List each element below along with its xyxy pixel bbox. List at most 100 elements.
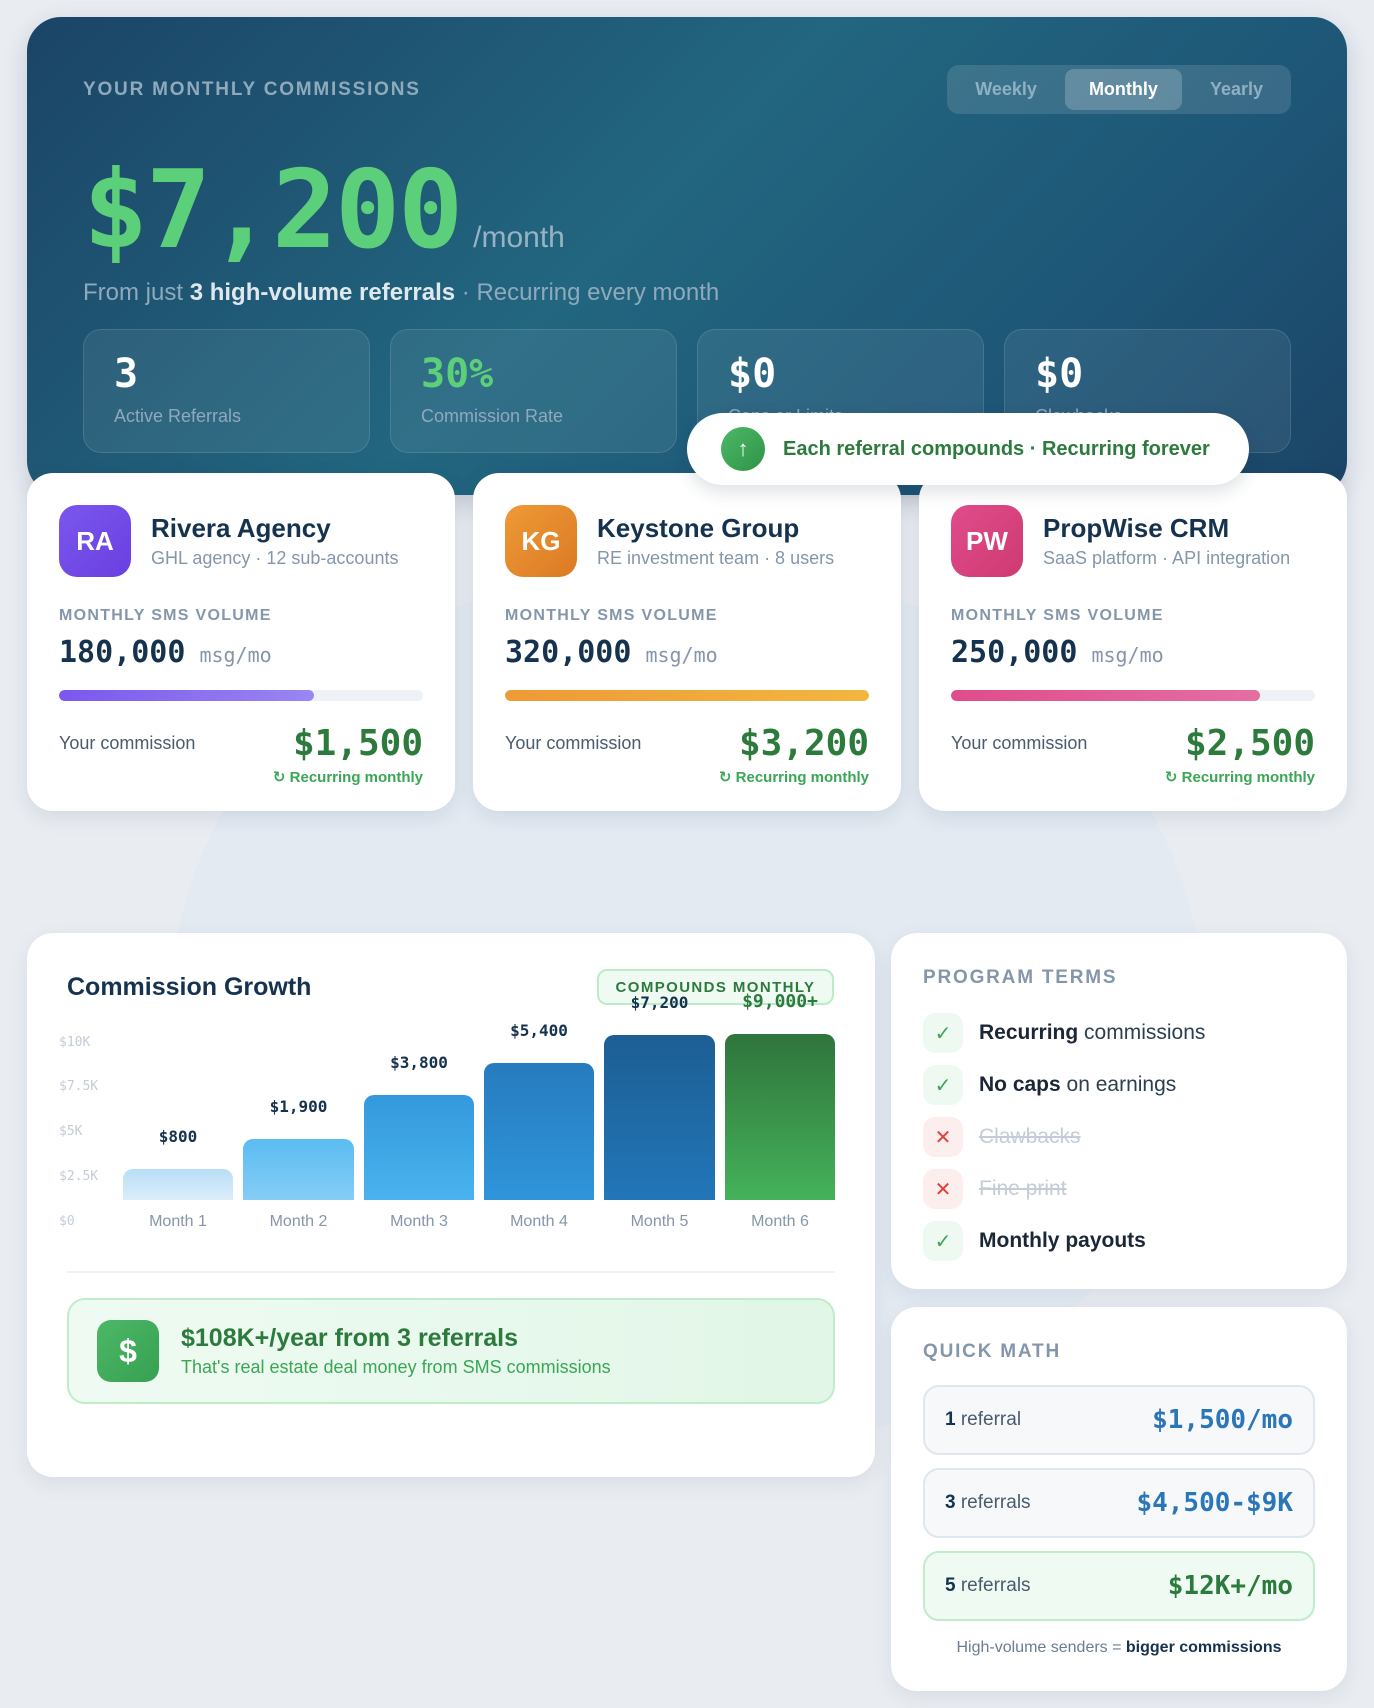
bar: [484, 1063, 594, 1200]
bar-value: $3,800: [390, 1053, 448, 1072]
term-no-caps: ✓ No caps on earnings: [923, 1059, 1315, 1111]
quick-math-title: QUICK MATH: [923, 1341, 1061, 1362]
term-text: Monthly payouts: [979, 1229, 1146, 1252]
bar-label: Month 2: [269, 1213, 328, 1230]
period-monthly[interactable]: Monthly: [1064, 69, 1182, 110]
commission-growth-card: Commission Growth COMPOUNDS MONTHLY $10K…: [27, 933, 875, 1477]
bar-month-3[interactable]: $3,800 Month 3: [364, 933, 474, 1243]
math-row-5: 5 referrals $12K+/mo: [923, 1551, 1315, 1621]
stat-commission-rate: 30% Commission Rate: [390, 329, 677, 453]
volume-unit: msg/mo: [645, 643, 718, 667]
bar-value: $1,900: [269, 1097, 328, 1116]
referral-desc: RE investment team · 8 users: [597, 548, 835, 568]
avatar: KG: [505, 505, 577, 577]
bar-chart: $800 Month 1 $1,900 Month 2 $3,800 Month…: [123, 933, 835, 1477]
stat-label: Active Referrals: [114, 406, 242, 426]
term-recurring: ✓ Recurring commissions: [923, 1007, 1315, 1059]
program-terms-card: PROGRAM TERMS ✓ Recurring commissions ✓ …: [891, 933, 1347, 1289]
referral-card-rivera[interactable]: RA Rivera Agency GHL agency · 12 sub-acc…: [27, 473, 455, 811]
term-fine-print: ✕ Fine print: [923, 1163, 1315, 1215]
recurring-note: ↻ Recurring monthly: [718, 769, 869, 786]
volume-value: 320,000: [505, 635, 632, 670]
referral-card-keystone[interactable]: KG Keystone Group RE investment team · 8…: [473, 473, 901, 811]
check-icon: ✓: [923, 1221, 963, 1261]
commission-label: Your commission: [59, 733, 196, 753]
y-tick: $0: [59, 1214, 75, 1229]
avatar: PW: [951, 505, 1023, 577]
bar: [725, 1034, 835, 1200]
y-tick: $2.5K: [59, 1169, 99, 1184]
y-tick: $7.5K: [59, 1079, 99, 1094]
volume-label: MONTHLY SMS VOLUME: [59, 607, 272, 624]
subtitle-suffix: · Recurring every month: [455, 279, 720, 306]
math-value: $4,500-$9K: [1136, 1488, 1293, 1518]
term-monthly-payouts: ✓ Monthly payouts: [923, 1215, 1315, 1267]
stat-label: Commission Rate: [421, 406, 564, 426]
volume-bar-fill: [59, 690, 314, 701]
math-value: $1,500/mo: [1152, 1405, 1293, 1435]
bar-month-6[interactable]: $9,000+ Month 6: [725, 933, 835, 1243]
compound-pill: ↑ Each referral compounds · Recurring fo…: [687, 413, 1249, 485]
bar-value: $5,400: [510, 1021, 568, 1040]
term-clawbacks: ✕ Clawbacks: [923, 1111, 1315, 1163]
referral-card-propwise[interactable]: PW PropWise CRM SaaS platform · API inte…: [919, 473, 1347, 811]
hero-subtitle: From just 3 high-volume referrals · Recu…: [83, 279, 719, 307]
referral-name: Keystone Group: [597, 513, 800, 543]
avatar: RA: [59, 505, 131, 577]
period-toggle: Weekly Monthly Yearly: [947, 65, 1291, 114]
stat-value: 3: [114, 351, 139, 397]
chart-title: Commission Growth: [67, 973, 312, 1001]
commission-amount: $1,500: [292, 723, 423, 764]
arrow-up-icon: ↑: [721, 427, 765, 471]
y-tick: $5K: [59, 1124, 83, 1139]
check-icon: ✓: [923, 1013, 963, 1053]
math-row-3: 3 referrals $4,500-$9K: [923, 1468, 1315, 1538]
compound-text: Each referral compounds · Recurring fore…: [783, 437, 1210, 460]
bar-month-2[interactable]: $1,900 Month 2: [243, 933, 354, 1243]
bar-label: Month 3: [390, 1213, 448, 1230]
bar-label: Month 1: [149, 1213, 207, 1230]
referral-desc: SaaS platform · API integration: [1043, 548, 1291, 568]
math-footnote: High-volume senders = bigger commissions: [956, 1639, 1282, 1656]
volume-unit: msg/mo: [1091, 643, 1164, 667]
commission-label: Your commission: [951, 733, 1088, 753]
bar-label: Month 6: [751, 1213, 809, 1230]
subtitle-prefix: From just: [83, 279, 190, 306]
period-yearly[interactable]: Yearly: [1209, 79, 1263, 99]
yearly-banner: $ $108K+/year from 3 referrals That's re…: [67, 1298, 835, 1404]
bar-month-4[interactable]: $5,400 Month 4: [484, 933, 594, 1243]
per-month: /month: [473, 221, 565, 254]
x-icon: ✕: [923, 1169, 963, 1209]
volume-value: 180,000: [59, 635, 186, 670]
bar-label: Month 5: [630, 1213, 689, 1230]
bar-value: $9,000+: [742, 991, 818, 1012]
banner-title: $108K+/year from 3 referrals: [181, 1324, 519, 1352]
commission-label: Your commission: [505, 733, 642, 753]
x-icon: ✕: [923, 1117, 963, 1157]
referral-cards: RA Rivera Agency GHL agency · 12 sub-acc…: [27, 473, 1347, 811]
commission-amount: $3,200: [738, 723, 869, 764]
divider: [67, 1271, 835, 1273]
volume-label: MONTHLY SMS VOLUME: [951, 607, 1164, 624]
volume-bar: [59, 690, 423, 701]
stat-active-referrals: 3 Active Referrals: [83, 329, 370, 453]
bar-month-5[interactable]: $7,200 Month 5: [604, 933, 715, 1243]
quick-math-card: QUICK MATH 1 referral $1,500/mo 3 referr…: [891, 1307, 1347, 1691]
dollar-icon: $: [97, 1320, 159, 1382]
volume-value: 250,000: [951, 635, 1078, 670]
math-value: $12K+/mo: [1167, 1571, 1293, 1601]
volume-bar-fill: [951, 690, 1261, 701]
bar-value: $7,200: [630, 993, 689, 1012]
y-tick: $10K: [59, 1035, 91, 1050]
bar-month-1[interactable]: $800 Month 1: [123, 933, 233, 1243]
period-weekly[interactable]: Weekly: [975, 79, 1037, 99]
referral-name: PropWise CRM: [1043, 513, 1230, 543]
referral-desc: GHL agency · 12 sub-accounts: [151, 548, 399, 568]
math-label: 3 referrals: [945, 1492, 1031, 1513]
monthly-total: $7,200: [83, 148, 463, 273]
subtitle-bold: 3 high-volume referrals: [189, 279, 456, 306]
math-label: 1 referral: [945, 1409, 1022, 1430]
commission-hero: YOUR MONTHLY COMMISSIONS Weekly Monthly …: [27, 17, 1347, 495]
math-row-1: 1 referral $1,500/mo: [923, 1385, 1315, 1455]
hero-eyebrow: YOUR MONTHLY COMMISSIONS: [83, 79, 421, 100]
